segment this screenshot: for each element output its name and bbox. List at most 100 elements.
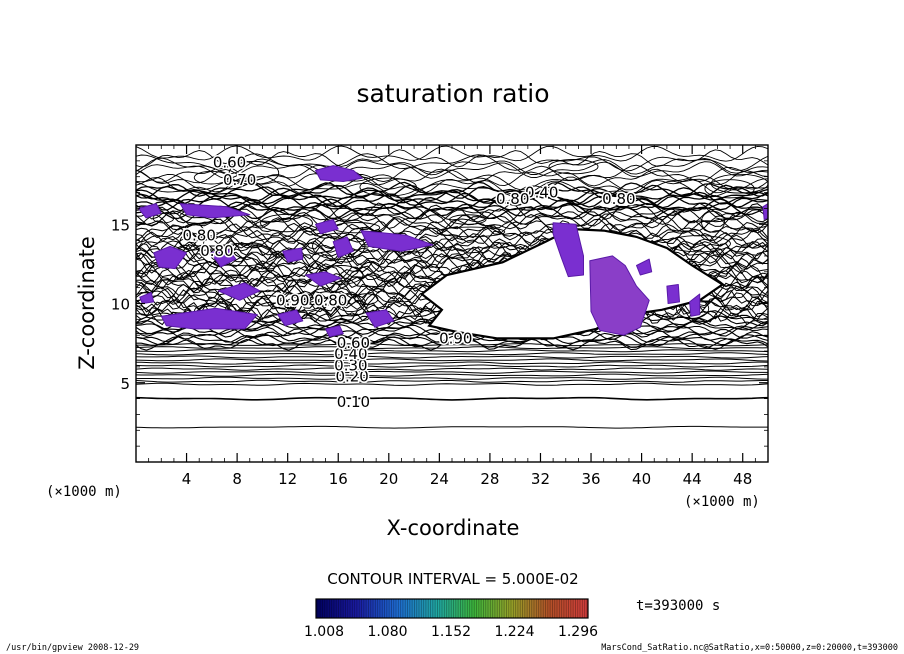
contour-loop <box>179 232 205 251</box>
contour-line <box>136 396 768 401</box>
x-tick-label: 12 <box>278 470 297 488</box>
contour-label: 0.40 <box>525 184 558 202</box>
supersaturated-region <box>762 203 768 220</box>
contour-line <box>136 355 768 359</box>
contour-label: 0.80 <box>182 226 215 244</box>
supersaturated-region <box>160 307 258 330</box>
contour-line <box>136 358 768 362</box>
contour-loop <box>359 177 417 197</box>
contour-loop <box>209 242 278 267</box>
supersaturated-region <box>179 203 251 219</box>
supersaturated-region <box>666 284 680 304</box>
contour-line <box>136 198 768 213</box>
x-tick-label: 8 <box>232 470 242 488</box>
colorbar-frame <box>315 598 589 619</box>
colorbar-tick-label: 1.224 <box>494 624 534 640</box>
supersaturated-region <box>315 219 339 235</box>
contour-loop <box>710 173 768 194</box>
contour-line <box>136 149 768 168</box>
colorbar <box>315 598 589 619</box>
contour-label: 0.80 <box>314 291 347 309</box>
contour-line <box>136 376 768 380</box>
contour-loop <box>332 222 381 234</box>
contour-loop <box>704 179 755 199</box>
x-tick-label: 32 <box>531 470 550 488</box>
chart-title: saturation ratio <box>356 79 549 108</box>
contour-line <box>136 338 768 351</box>
contour-line <box>136 346 768 350</box>
contour-label: 0.80 <box>200 242 233 260</box>
contour-line <box>136 382 768 386</box>
colorbar-tick-label: 1.296 <box>558 624 598 640</box>
contour-label: 0.60 <box>337 334 370 352</box>
contour-loop <box>285 296 321 312</box>
contour-line <box>136 333 768 346</box>
contour-line <box>136 174 768 191</box>
y-tick-label: 10 <box>111 296 130 314</box>
contour-label: 0.70 <box>223 171 256 189</box>
plot-area: 0.100.200.300.400.600.600.700.400.80 0.80… <box>111 144 769 488</box>
colorbar-labels: 1.008 1.080 1.152 1.224 1.296 <box>304 624 598 640</box>
footer-right: MarsCond_SatRatio.nc@SatRatio,x=0:50000,… <box>601 643 898 653</box>
supersaturated-region <box>304 271 342 287</box>
contour-line <box>136 201 768 217</box>
contour-loop <box>354 293 379 305</box>
contour-label: 0.20 <box>335 367 368 385</box>
contour-loop <box>666 235 731 253</box>
contour-line <box>136 361 768 365</box>
supersaturated-region <box>325 325 344 338</box>
x-tick-label: 4 <box>182 470 192 488</box>
contour-line <box>136 364 768 368</box>
contour-line <box>136 202 768 221</box>
contour-line <box>136 181 768 197</box>
contour-line <box>136 180 768 199</box>
x-tick-label: 36 <box>581 470 600 488</box>
contour-line <box>136 331 768 343</box>
x-unit-label-right: (×1000 m) <box>684 494 760 510</box>
y-tick-label: 5 <box>120 375 130 393</box>
x-tick-label: 44 <box>683 470 702 488</box>
contour-label: 0.90 <box>439 329 472 347</box>
contour-label: 0.40 <box>334 345 367 363</box>
contour-interval-label: CONTOUR INTERVAL = 5.000E-02 <box>327 570 578 588</box>
contour-loop <box>436 226 506 238</box>
contour-line <box>136 153 768 172</box>
contour-field: 0.100.200.300.400.600.600.700.400.80 0.80… <box>136 145 768 429</box>
contour-loop <box>700 210 726 233</box>
supersaturated-region <box>153 245 188 270</box>
contour-line <box>136 425 768 429</box>
colorbar-tick-label: 1.152 <box>431 624 471 640</box>
x-tick-label: 48 <box>733 470 752 488</box>
supersaturated-region <box>139 291 155 304</box>
contour-loop <box>193 170 230 185</box>
x-axis-label: X-coordinate <box>387 516 520 540</box>
supersaturated-region <box>365 309 395 328</box>
supersaturated-region <box>589 255 650 336</box>
x-tick-label: 24 <box>430 470 449 488</box>
contour-loop <box>335 293 366 313</box>
contour-loop <box>228 160 280 185</box>
y-tick-label: 15 <box>111 216 130 234</box>
contour-line <box>136 214 768 233</box>
contour-line <box>136 187 768 203</box>
x-tick-label: 20 <box>379 470 398 488</box>
x-unit-label-left: (×1000 m) <box>46 484 122 500</box>
contour-loop <box>548 159 599 175</box>
contour-line <box>136 352 768 356</box>
contour-line <box>136 234 768 253</box>
contour-line <box>136 195 768 211</box>
contour-label: 0.30 <box>334 356 367 374</box>
contour-line <box>136 349 768 353</box>
contour-line <box>136 373 768 377</box>
supersaturated-region <box>315 165 363 182</box>
contour-label: 0.10 <box>337 393 370 411</box>
contour-label: 0.90 <box>276 291 309 309</box>
contour-label: 0.80 <box>602 190 635 208</box>
contour-line <box>136 222 768 242</box>
contour-line <box>136 161 768 180</box>
contour-label: 0.60 <box>213 153 246 171</box>
contour-line <box>136 231 768 251</box>
contour-line <box>136 379 768 383</box>
colorbar-tick-label: 1.080 <box>367 624 407 640</box>
